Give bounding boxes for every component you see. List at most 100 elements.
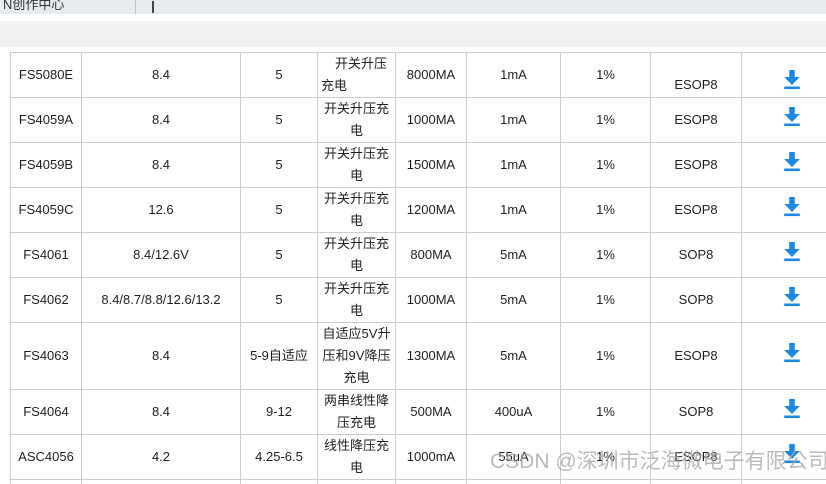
package-cell: ESOP8 — [650, 434, 742, 480]
output-voltage-cell: 8.4/8.7/8.8/12.6/13.2 — [81, 277, 241, 323]
charge-current-cell: 1000MA — [395, 277, 467, 323]
input-voltage-cell: 5 — [240, 187, 318, 233]
output-voltage-cell: 12.6 — [81, 187, 241, 233]
charge-current-cell: 800MA — [395, 232, 467, 278]
part-number-cell: FS4061 — [10, 232, 82, 278]
output-voltage-cell: 8.4 — [81, 97, 241, 143]
download-cell — [741, 434, 826, 480]
chip-spec-table-container: FS5080E 8.4 5 开关升压充电 8000MA 1mA 1% ESOP8 FS4059A… — [10, 52, 826, 484]
output-voltage-cell: 4.2 — [81, 434, 241, 480]
download-cell — [741, 187, 826, 233]
input-voltage-cell: 5 — [240, 142, 318, 188]
package-cell: ESOP8 — [650, 187, 742, 233]
accuracy-cell: 1% — [560, 187, 651, 233]
package-cell: ESOP8 — [650, 322, 742, 390]
charge-type-cell: 开关升压充电 — [317, 232, 396, 278]
quiescent-current-cell: 5mA — [466, 232, 561, 278]
nav-creation-center[interactable]: N创作中心 — [3, 0, 65, 12]
download-icon[interactable] — [780, 286, 804, 307]
chip-spec-table: FS5080E 8.4 5 开关升压充电 8000MA 1mA 1% ESOP8 FS4059A… — [10, 52, 826, 484]
download-cell — [741, 389, 826, 435]
charge-type-cell: 两串线性降压充电 — [317, 389, 396, 435]
package-cell: SOP8 — [650, 389, 742, 435]
input-voltage-cell: 5 — [240, 277, 318, 323]
input-voltage-cell: 5-9自适应 — [240, 322, 318, 390]
output-voltage-cell: 8.4 — [81, 389, 241, 435]
quiescent-current-cell: 1mA — [466, 142, 561, 188]
download-icon[interactable] — [780, 106, 804, 127]
download-icon[interactable] — [780, 196, 804, 217]
input-voltage-cell: 5 — [240, 52, 318, 98]
charge-current-cell: 1300MA — [395, 322, 467, 390]
charge-type-cell: 自适应5V升压和9V降压充电 — [317, 322, 396, 390]
part-number-cell: FS4059A — [10, 97, 82, 143]
quiescent-current-cell: 5mA — [466, 322, 561, 390]
accuracy-cell: 1% — [560, 52, 651, 98]
table-row: FS4061 8.4/12.6V 5 开关升压充电 800MA 5mA 1% SOP8 — [10, 232, 826, 278]
charge-type-cell: 开关升压充电 — [317, 52, 396, 98]
package-cell: ESOP8 — [650, 142, 742, 188]
charge-type-cell: 开关升压充电 — [317, 142, 396, 188]
table-row-partial — [10, 479, 826, 484]
charge-current-cell: 1000MA — [395, 97, 467, 143]
download-cell — [741, 322, 826, 390]
download-cell — [741, 142, 826, 188]
output-voltage-cell: 8.4 — [81, 52, 241, 98]
accuracy-cell: 1% — [560, 97, 651, 143]
download-cell — [741, 52, 826, 98]
download-cell — [741, 277, 826, 323]
table-row: FS4062 8.4/8.7/8.8/12.6/13.2 5 开关升压充电 1000MA… — [10, 277, 826, 323]
quiescent-current-cell: 400uA — [466, 389, 561, 435]
download-icon[interactable] — [780, 398, 804, 419]
table-row: FS4063 8.4 5-9自适应 自适应5V升压和9V降压充电 1300MA 5mA 1%… — [10, 322, 826, 390]
charge-current-cell: 500MA — [395, 389, 467, 435]
part-number-cell: FS4059B — [10, 142, 82, 188]
download-icon[interactable] — [780, 69, 804, 90]
table-row: ASC4056 4.2 4.25-6.5 线性降压充电 1000mA 55uA 1% ESOP… — [10, 434, 826, 480]
charge-type-cell: 开关升压充电 — [317, 277, 396, 323]
charge-type-cell: 开关升压充电 — [317, 187, 396, 233]
part-number-cell: FS4063 — [10, 322, 82, 390]
text-cursor — [152, 1, 154, 13]
output-voltage-cell: 8.4 — [81, 322, 241, 390]
package-cell: SOP8 — [650, 232, 742, 278]
accuracy-cell: 1% — [560, 277, 651, 323]
package-cell: SOP8 — [650, 277, 742, 323]
part-number-cell: FS4064 — [10, 389, 82, 435]
charge-type-cell: 开关升压充电 — [317, 97, 396, 143]
table-row: FS4064 8.4 9-12 两串线性降压充电 500MA 400uA 1% SOP8 — [10, 389, 826, 435]
quiescent-current-cell: 1mA — [466, 187, 561, 233]
part-number-cell: FS4059C — [10, 187, 82, 233]
input-voltage-cell: 4.25-6.5 — [240, 434, 318, 480]
accuracy-cell: 1% — [560, 434, 651, 480]
part-number-cell: ASC4056 — [10, 434, 82, 480]
quiescent-current-cell: 1mA — [466, 97, 561, 143]
part-number-cell: FS5080E — [10, 52, 82, 98]
input-voltage-cell: 9-12 — [240, 389, 318, 435]
download-icon[interactable] — [780, 342, 804, 363]
toolbar-strip — [0, 21, 826, 47]
output-voltage-cell: 8.4/12.6V — [81, 232, 241, 278]
download-icon[interactable] — [780, 443, 804, 464]
charge-current-cell: 8000MA — [395, 52, 467, 98]
charge-current-cell: 1500MA — [395, 142, 467, 188]
accuracy-cell: 1% — [560, 389, 651, 435]
package-cell: ESOP8 — [650, 97, 742, 143]
package-cell: ESOP8 — [650, 52, 742, 98]
table-row: FS5080E 8.4 5 开关升压充电 8000MA 1mA 1% ESOP8 — [10, 52, 826, 98]
quiescent-current-cell: 1mA — [466, 52, 561, 98]
charge-type-cell: 线性降压充电 — [317, 434, 396, 480]
download-icon[interactable] — [780, 151, 804, 172]
quiescent-current-cell: 55uA — [466, 434, 561, 480]
table-row: FS4059C 12.6 5 开关升压充电 1200MA 1mA 1% ESOP8 — [10, 187, 826, 233]
input-voltage-cell: 5 — [240, 232, 318, 278]
site-header-strip: N创作中心 — [0, 0, 826, 14]
accuracy-cell: 1% — [560, 142, 651, 188]
accuracy-cell: 1% — [560, 322, 651, 390]
output-voltage-cell: 8.4 — [81, 142, 241, 188]
charge-current-cell: 1000mA — [395, 434, 467, 480]
accuracy-cell: 1% — [560, 232, 651, 278]
download-icon[interactable] — [780, 241, 804, 262]
input-voltage-cell: 5 — [240, 97, 318, 143]
table-row: FS4059A 8.4 5 开关升压充电 1000MA 1mA 1% ESOP8 — [10, 97, 826, 143]
